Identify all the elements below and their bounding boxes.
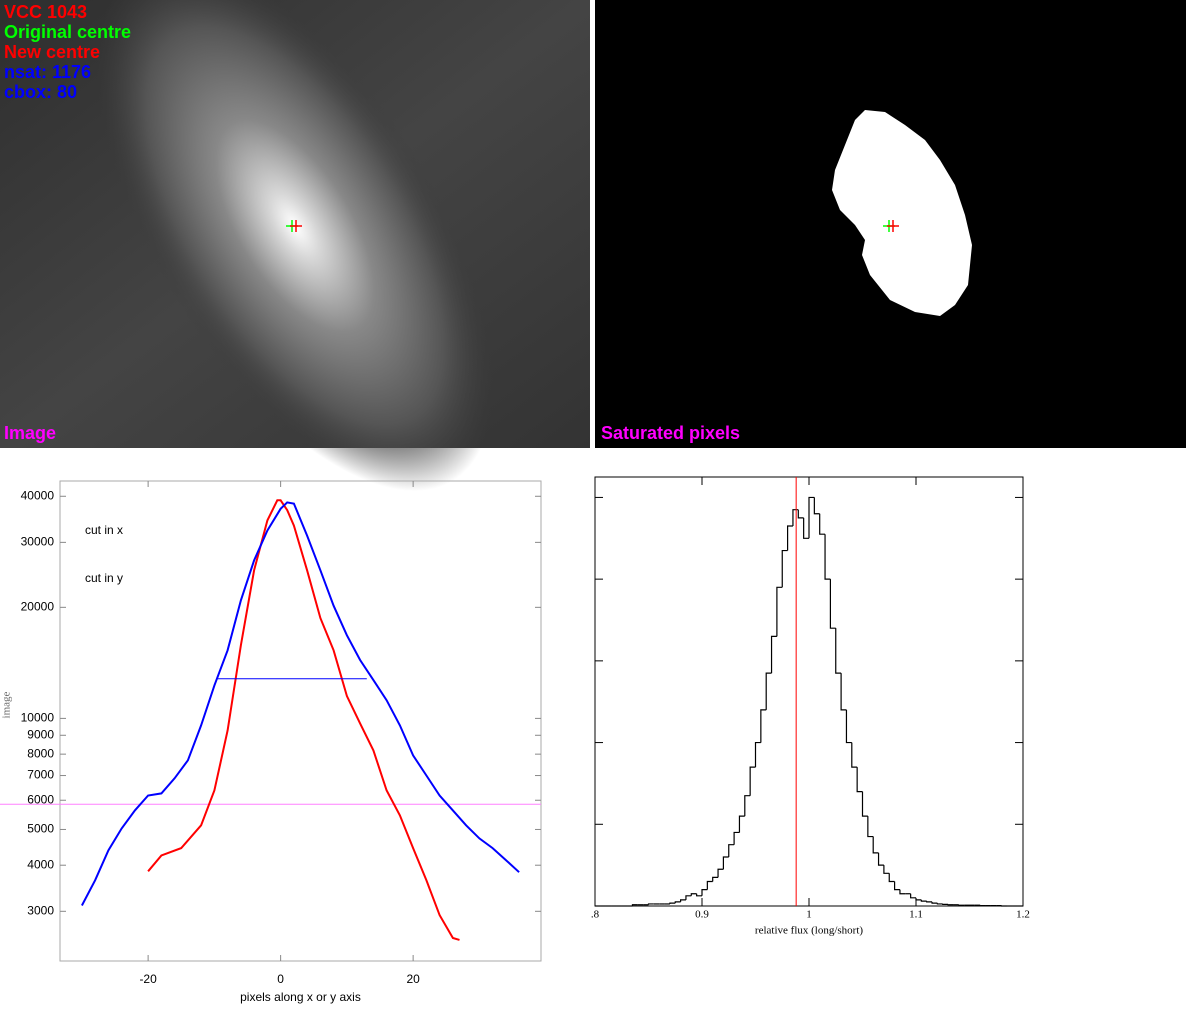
histogram-step [856, 767, 863, 793]
histogram-step [803, 517, 809, 539]
x-tick-label: 0 [277, 972, 284, 986]
y-tick-label: 40000 [21, 488, 55, 502]
y-tick-label: 6000 [27, 792, 54, 806]
x-tick-label: 20 [406, 972, 420, 986]
histogram-step [792, 509, 799, 527]
series-line [81, 501, 520, 906]
annotation: New centre [4, 42, 100, 62]
histogram-step [808, 496, 815, 539]
y-tick-label: 10000 [21, 711, 55, 725]
y-tick-label: 4000 [27, 857, 54, 871]
y-tick-label: 20000 [21, 600, 55, 614]
histogram-step [835, 628, 842, 674]
x-axis-label: pixels along x or y axis [240, 990, 361, 1004]
panel-label: Saturated pixels [601, 423, 740, 443]
legend-entry: cut in x [85, 523, 123, 537]
y-tick-label: 8000 [27, 746, 54, 760]
histogram-step [872, 836, 879, 854]
histogram-step [744, 795, 751, 817]
y-tick-label: 9000 [27, 727, 54, 741]
histogram-step [920, 899, 927, 902]
histogram-step [877, 852, 884, 866]
histogram-step [861, 791, 868, 817]
histogram-step [840, 673, 847, 711]
histogram-step [915, 897, 922, 901]
x-tick-label: .8 [591, 909, 600, 921]
histogram-step [787, 525, 793, 551]
histogram-step [931, 901, 938, 904]
histogram-step [690, 893, 697, 896]
histogram-step [696, 893, 702, 897]
histogram-step [669, 902, 676, 904]
histogram-step [738, 815, 745, 833]
histogram-step [883, 865, 890, 874]
histogram-step [936, 903, 943, 905]
image-panel [0, 0, 590, 492]
histogram-step [765, 672, 772, 710]
histogram-step [680, 899, 686, 902]
histogram-step [888, 873, 895, 883]
annotation: Original centre [4, 22, 131, 42]
histogram-step [851, 742, 858, 768]
y-axis-label: image [1, 691, 13, 718]
y-tick-label: 7000 [27, 768, 54, 782]
x-axis-label: relative flux (long/short) [755, 925, 863, 937]
panel-label: Image [4, 423, 56, 443]
histogram-step [781, 549, 788, 588]
saturation-panel [595, 0, 1186, 448]
histogram-step [867, 816, 874, 838]
histogram-step [926, 901, 933, 903]
histogram-step [899, 889, 906, 895]
histogram-step [829, 579, 836, 629]
x-tick-label: -20 [139, 972, 157, 986]
histogram-step [674, 901, 681, 904]
series-line [147, 499, 460, 941]
histogram-step [819, 513, 826, 535]
annotation: VCC 1043 [4, 2, 87, 22]
histogram-step [910, 893, 916, 899]
histogram-step [760, 709, 767, 743]
histogram-step [706, 880, 713, 890]
legend-entry: cut in y [85, 571, 123, 585]
histogram-step [733, 831, 740, 845]
histogram-step [770, 635, 777, 674]
histogram-step [776, 586, 783, 637]
histogram-step [701, 889, 708, 896]
histogram-step [647, 903, 654, 905]
histogram-step [824, 534, 831, 580]
histogram-step [631, 904, 638, 906]
histogram-step [728, 844, 735, 857]
histogram-step [797, 509, 804, 519]
x-tick-label: 1.2 [1016, 909, 1030, 921]
histogram-step [685, 895, 692, 900]
y-tick-label: 5000 [27, 822, 54, 836]
plot-frame [59, 480, 542, 962]
histogram-step [754, 741, 761, 768]
histogram-step [813, 497, 820, 515]
annotation: nsat: 1176 [4, 62, 91, 82]
histogram-step [712, 876, 719, 882]
y-tick-label: 3000 [27, 903, 54, 917]
histogram-step [845, 709, 852, 744]
plot-frame [594, 476, 1024, 907]
x-tick-label: 0.9 [695, 909, 709, 921]
x-tick-label: 1.1 [909, 909, 923, 921]
annotation: cbox: 80 [4, 82, 77, 102]
x-tick-label: 1 [806, 909, 812, 921]
histogram-step [894, 881, 900, 891]
y-tick-label: 30000 [21, 535, 55, 549]
histogram-step [722, 856, 729, 870]
histogram-step [749, 766, 756, 796]
histogram-step [717, 868, 724, 878]
